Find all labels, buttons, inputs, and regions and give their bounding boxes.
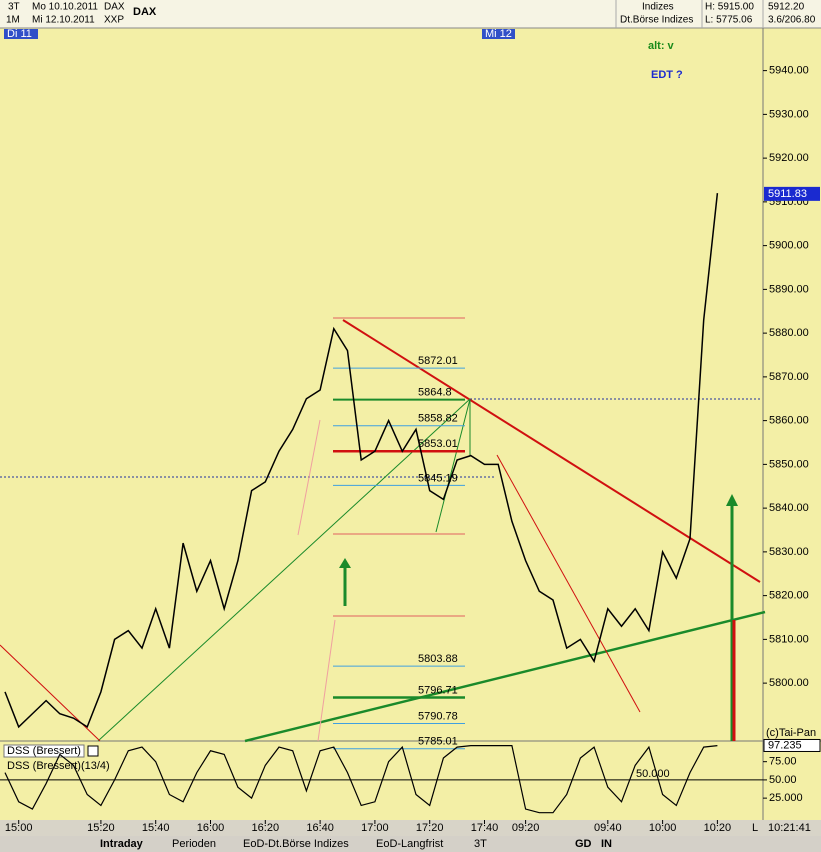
low: L: 5775.06: [705, 15, 753, 26]
plot: 5872.015864.85858.825853.015845.195803.8…: [0, 65, 821, 834]
y-tick-label: 5930.00: [769, 108, 809, 120]
y-tick-label: 5800.00: [769, 677, 809, 689]
y-tick-label: 50.00: [769, 774, 797, 786]
symbol-title: DAX: [133, 6, 157, 18]
tab[interactable]: EoD-Langfrist: [376, 838, 443, 850]
tab[interactable]: Intraday: [100, 838, 144, 850]
tab-bar: [0, 836, 821, 852]
header-bar: [0, 0, 821, 28]
exchange: XXP: [104, 15, 124, 26]
x-tick-label: 16:20: [252, 822, 280, 834]
x-tick-label: 17:20: [416, 822, 444, 834]
last: 5912.20: [768, 2, 805, 13]
from-date: Mo 10.10.2011: [32, 2, 98, 13]
last-value-tag: [763, 738, 821, 752]
clock: 10:21:41: [768, 822, 811, 834]
x-tick-label: 09:20: [512, 822, 540, 834]
note: EDT ?: [651, 69, 683, 81]
fib-label: 5785.01: [418, 736, 458, 748]
expand-button[interactable]: [87, 745, 99, 757]
fib-label: 5796.71: [418, 684, 458, 696]
day-label: Di 11: [7, 28, 32, 40]
y-tick-label: 5850.00: [769, 458, 809, 470]
y-tick-label: 5820.00: [769, 590, 809, 602]
x-tick-label: 10:20: [704, 822, 732, 834]
last-price-tag: [764, 186, 820, 201]
price-line: [4, 193, 719, 729]
x-tick-label: 17:40: [471, 822, 499, 834]
copyright: (c)Tai-Pan: [766, 727, 816, 739]
market: Dt.Börse Indizes: [620, 15, 693, 26]
tab[interactable]: Perioden: [172, 838, 216, 850]
period: 3T: [8, 2, 20, 13]
y-tick-label: 75.00: [769, 756, 797, 768]
y-tick-label: 5940.00: [769, 65, 809, 77]
high: H: 5915.00: [705, 2, 754, 13]
y-tick-label: 25.000: [769, 792, 803, 804]
to-date: Mi 12.10.2011: [32, 15, 95, 26]
symbol: DAX: [104, 2, 125, 13]
tab[interactable]: EoD-Dt.Börse Indizes: [243, 838, 349, 850]
x-tick-label: 16:40: [306, 822, 334, 834]
change: 3.6/206.80: [768, 15, 816, 26]
indicator-title: DSS (Bressert): [7, 745, 81, 757]
x-tick-label: 17:00: [361, 822, 389, 834]
fib-label: 5803.88: [418, 653, 458, 665]
y-tick-label: 5890.00: [769, 283, 809, 295]
day-tag: [4, 29, 38, 39]
in-button[interactable]: IN: [601, 838, 612, 850]
x-tick-label: 15:40: [142, 822, 170, 834]
y-tick-label: 5810.00: [769, 633, 809, 645]
y-tick-label: 5880.00: [769, 327, 809, 339]
y-tick-label: 5920.00: [769, 152, 809, 164]
day-tag: [482, 29, 515, 39]
scale: L: [752, 822, 758, 834]
last-price-label: 5911.83: [768, 188, 807, 200]
fib-label: 5864.8: [418, 387, 452, 399]
day-label: Mi 12: [485, 28, 512, 40]
y-tick-label: 5830.00: [769, 546, 809, 558]
drawings: [0, 317, 766, 743]
group: Indizes: [642, 2, 674, 13]
fib-label: 5872.01: [418, 355, 458, 367]
x-tick-label: 16:00: [197, 822, 225, 834]
x-tick-label: 15:00: [5, 822, 33, 834]
gd-button[interactable]: GD: [575, 838, 592, 850]
y-tick-label: 5840.00: [769, 502, 809, 514]
time-axis: [0, 820, 821, 836]
y-tick-label: 5900.00: [769, 240, 809, 252]
level-label: 50.000: [636, 768, 670, 780]
oscillator-line: [4, 745, 718, 814]
fib-label: 5858.82: [418, 413, 458, 425]
legend-entry: DSS (Bressert)(13/4): [7, 760, 110, 772]
x-tick-label: 10:00: [649, 822, 677, 834]
note: alt: v: [648, 40, 675, 52]
last-value-label: 97.235: [768, 739, 802, 751]
x-tick-label: 15:20: [87, 822, 115, 834]
period-select[interactable]: 3T: [474, 838, 487, 850]
x-tick-label: 09:40: [594, 822, 622, 834]
y-tick-label: 5870.00: [769, 371, 809, 383]
indicator-box: [3, 744, 85, 758]
y-tick-label: 5860.00: [769, 415, 809, 427]
fib-label: 5853.01: [418, 438, 458, 450]
resolution: 1M: [6, 15, 20, 26]
fib-label: 5790.78: [418, 710, 458, 722]
